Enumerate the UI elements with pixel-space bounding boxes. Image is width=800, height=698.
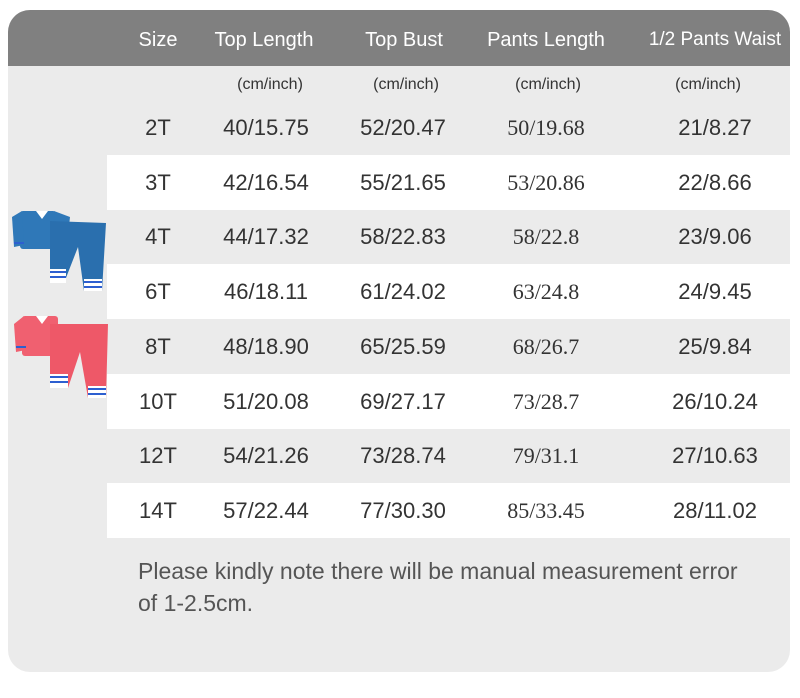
pants-length-cell: 73/28.7 [512, 388, 580, 414]
table-row: 8T 48/18.90 65/25.59 68/26.7 25/9.84 [8, 319, 790, 374]
pants-length-cell: 58/22.8 [512, 224, 580, 250]
top-length-cell: 51/20.08 [223, 388, 309, 414]
top-length-cell: 42/16.54 [223, 169, 309, 195]
unit-label: (cm/inch) [675, 76, 741, 93]
table-row: 12T 54/21.26 73/28.74 79/31.1 27/10.63 [8, 428, 790, 483]
pants-length-cell: 53/20.86 [507, 169, 585, 195]
table-row: 2T 40/15.75 52/20.47 50/19.68 21/8.27 [8, 100, 790, 155]
pants-waist-cell: 28/11.02 [672, 497, 758, 523]
table-row: 6T 46/18.11 61/24.02 63/24.8 24/9.45 [8, 264, 790, 320]
unit-label: (cm/inch) [237, 76, 303, 93]
table-row: 10T 51/20.08 69/27.17 73/28.7 26/10.24 [8, 373, 790, 429]
pink-outfit-image [14, 316, 108, 398]
top-bust-cell: 55/21.65 [360, 169, 446, 195]
top-bust-cell: 52/20.47 [360, 115, 446, 140]
top-length-cell: 54/21.26 [223, 443, 309, 469]
pants-waist-cell: 27/10.63 [672, 443, 758, 469]
size-cell: 14T [139, 497, 177, 523]
pants-length-cell: 63/24.8 [512, 279, 580, 305]
pants-waist-cell: 26/10.24 [672, 388, 758, 414]
blue-outfit-image [12, 211, 106, 291]
top-length-cell: 57/22.44 [223, 497, 309, 523]
top-bust-cell: 73/28.74 [360, 443, 446, 469]
pants-length-cell: 50/19.68 [507, 115, 585, 140]
pants-waist-cell: 21/8.27 [678, 115, 752, 140]
top-bust-cell: 69/27.17 [360, 388, 446, 414]
header-top-bust: Top Bust [365, 29, 443, 51]
size-cell: 6T [145, 279, 171, 305]
pants-length-cell: 85/33.45 [507, 497, 585, 523]
pants-length-cell: 68/26.7 [512, 333, 580, 359]
header-size: Size [138, 29, 178, 51]
header-half-pants-waist: 1/2 Pants Waist [648, 29, 782, 50]
table-row: 3T 42/16.54 55/21.65 53/20.86 22/8.66 [8, 154, 790, 210]
pants-waist-cell: 25/9.84 [678, 333, 752, 359]
table-header: Size Top Length Top Bust Pants Length 1/… [8, 10, 790, 66]
pants-waist-cell: 23/9.06 [678, 224, 752, 250]
top-length-cell: 44/17.32 [223, 224, 309, 250]
table-row: 4T 44/17.32 58/22.83 58/22.8 23/9.06 [8, 209, 790, 264]
top-bust-cell: 58/22.83 [360, 224, 446, 250]
top-length-cell: 40/15.75 [223, 115, 309, 140]
table-row: 14T 57/22.44 77/30.30 85/33.45 28/11.02 [8, 482, 790, 538]
size-cell: 12T [139, 443, 177, 469]
pants-waist-cell: 22/8.66 [678, 169, 752, 195]
size-cell: 4T [145, 224, 171, 250]
size-cell: 2T [145, 115, 171, 140]
size-chart: Size Top Length Top Bust Pants Length 1/… [8, 10, 790, 672]
top-bust-cell: 61/24.02 [360, 279, 446, 305]
unit-label: (cm/inch) [515, 76, 581, 93]
top-length-cell: 46/18.11 [223, 279, 309, 305]
measurement-note: Please kindly note there will be manual … [138, 558, 738, 616]
pants-length-cell: 79/31.1 [512, 443, 580, 469]
top-length-cell: 48/18.90 [223, 333, 309, 359]
size-cell: 8T [145, 333, 171, 359]
top-bust-cell: 65/25.59 [360, 333, 446, 359]
size-cell: 3T [145, 169, 171, 195]
pants-waist-cell: 24/9.45 [678, 279, 752, 305]
header-top-length: Top Length [214, 29, 314, 51]
top-bust-cell: 77/30.30 [360, 497, 446, 523]
header-pants-length: Pants Length [487, 29, 605, 51]
unit-label: (cm/inch) [373, 76, 439, 93]
size-cell: 10T [139, 388, 177, 414]
